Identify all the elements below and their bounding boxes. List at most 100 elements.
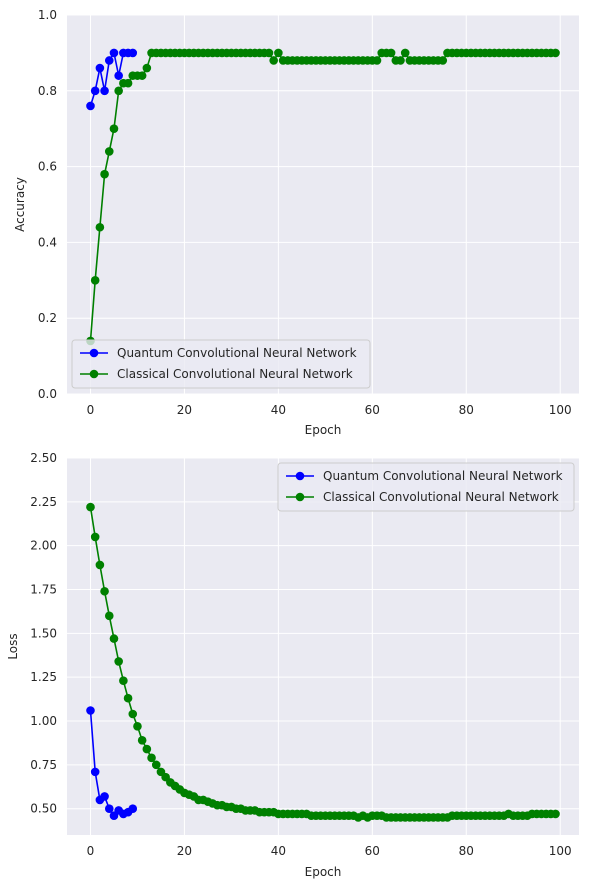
legend-label: Quantum Convolutional Neural Network (323, 469, 563, 483)
data-point (104, 56, 114, 65)
data-point (109, 634, 119, 643)
y-tick-label: 0.75 (30, 758, 57, 772)
x-tick-label: 100 (549, 844, 572, 858)
data-point (128, 48, 138, 58)
y-tick-label: 0.8 (38, 84, 57, 98)
legend-marker (89, 369, 99, 379)
data-point (551, 48, 560, 58)
data-point (264, 48, 274, 58)
data-point (104, 147, 114, 156)
y-tick-label: 2.50 (30, 451, 57, 465)
legend-entry: Classical Convolutional Neural Network (80, 367, 353, 381)
legend-marker (89, 348, 99, 358)
data-point (274, 48, 283, 58)
data-point (438, 56, 448, 65)
x-tick-label: 60 (365, 403, 380, 417)
data-point (151, 760, 161, 770)
data-point (109, 48, 119, 58)
data-point (119, 676, 128, 685)
data-point (90, 276, 100, 285)
legend-entry: Quantum Convolutional Neural Network (286, 469, 563, 483)
x-tick-label: 0 (87, 403, 95, 417)
data-point (269, 56, 278, 65)
data-point (100, 586, 109, 596)
data-point (551, 809, 560, 819)
x-tick-label: 60 (365, 844, 380, 858)
data-point (123, 78, 133, 88)
data-point (95, 560, 105, 570)
legend-marker (295, 471, 305, 481)
data-point (95, 63, 105, 73)
series-quantum (86, 706, 138, 821)
data-point (109, 124, 119, 133)
x-tick-label: 100 (549, 403, 572, 417)
y-tick-label: 0.50 (30, 802, 57, 816)
legend-label: Classical Convolutional Neural Network (117, 367, 353, 381)
data-point (86, 101, 95, 111)
y-tick-label: 1.75 (30, 583, 57, 597)
data-point (142, 744, 152, 754)
data-point (128, 804, 138, 813)
data-point (372, 56, 382, 65)
y-tick-label: 2.00 (30, 539, 57, 553)
legend-label: Classical Convolutional Neural Network (323, 490, 559, 504)
data-point (114, 71, 123, 80)
legend: Quantum Convolutional Neural Network Clas… (277, 462, 575, 512)
data-point (142, 63, 152, 73)
x-axis-label: Epoch (305, 423, 342, 437)
data-point (123, 693, 133, 703)
data-point (90, 767, 100, 777)
x-tick-label: 20 (177, 403, 192, 417)
data-point (400, 48, 410, 58)
data-point (90, 86, 100, 96)
data-point (90, 532, 100, 542)
x-tick-label: 0 (87, 844, 95, 858)
chart-loss: 0 20 40 60 80 100 0.50 0.75 1.00 1.25 1.50 1.75 2.00… (6, 451, 579, 879)
y-tick-label: 1.00 (30, 714, 57, 728)
data-point (95, 222, 105, 232)
plot-area (67, 15, 579, 394)
x-tick-label: 20 (177, 844, 192, 858)
data-point (137, 736, 147, 745)
legend-box (277, 462, 575, 512)
series-quantum (86, 48, 138, 111)
data-point (114, 86, 123, 96)
y-tick-label: 2.25 (30, 495, 57, 509)
x-tick-label: 40 (271, 403, 286, 417)
legend: Quantum Convolutional Neural Network Clas… (71, 339, 371, 389)
data-point (114, 657, 123, 666)
data-point (100, 86, 109, 96)
y-tick-label: 0.4 (38, 235, 57, 249)
legend-label: Quantum Convolutional Neural Network (117, 346, 357, 360)
series-classical (86, 48, 560, 346)
data-point (86, 502, 95, 512)
data-point (396, 56, 405, 65)
y-axis-label: Accuracy (13, 177, 27, 232)
y-tick-label: 1.50 (30, 626, 57, 640)
plot-area (67, 458, 579, 835)
y-axis-label: Loss (6, 633, 20, 659)
y-tick-label: 0.2 (38, 311, 57, 325)
legend-entry: Quantum Convolutional Neural Network (80, 346, 357, 360)
data-point (386, 48, 396, 58)
y-tick-label: 1.25 (30, 670, 57, 684)
data-point (100, 792, 109, 801)
data-point (128, 709, 138, 719)
data-point (104, 804, 114, 813)
legend-box (71, 339, 371, 389)
legend-marker (295, 492, 305, 502)
y-tick-label: 1.0 (38, 8, 57, 22)
data-point (104, 611, 114, 621)
x-axis-label: Epoch (305, 865, 342, 879)
y-tick-label: 0.0 (38, 387, 57, 401)
data-point (137, 71, 147, 80)
series-classical (86, 502, 560, 822)
data-point (147, 753, 156, 763)
x-tick-label: 40 (271, 844, 286, 858)
chart-accuracy: 0 20 40 60 80 100 0.0 0.2 0.4 0.6 0.8 1.0 Epoch Accur… (13, 8, 579, 437)
data-point (133, 721, 142, 731)
legend-entry: Classical Convolutional Neural Network (286, 490, 559, 504)
x-tick-label: 80 (459, 844, 474, 858)
data-point (86, 706, 95, 715)
